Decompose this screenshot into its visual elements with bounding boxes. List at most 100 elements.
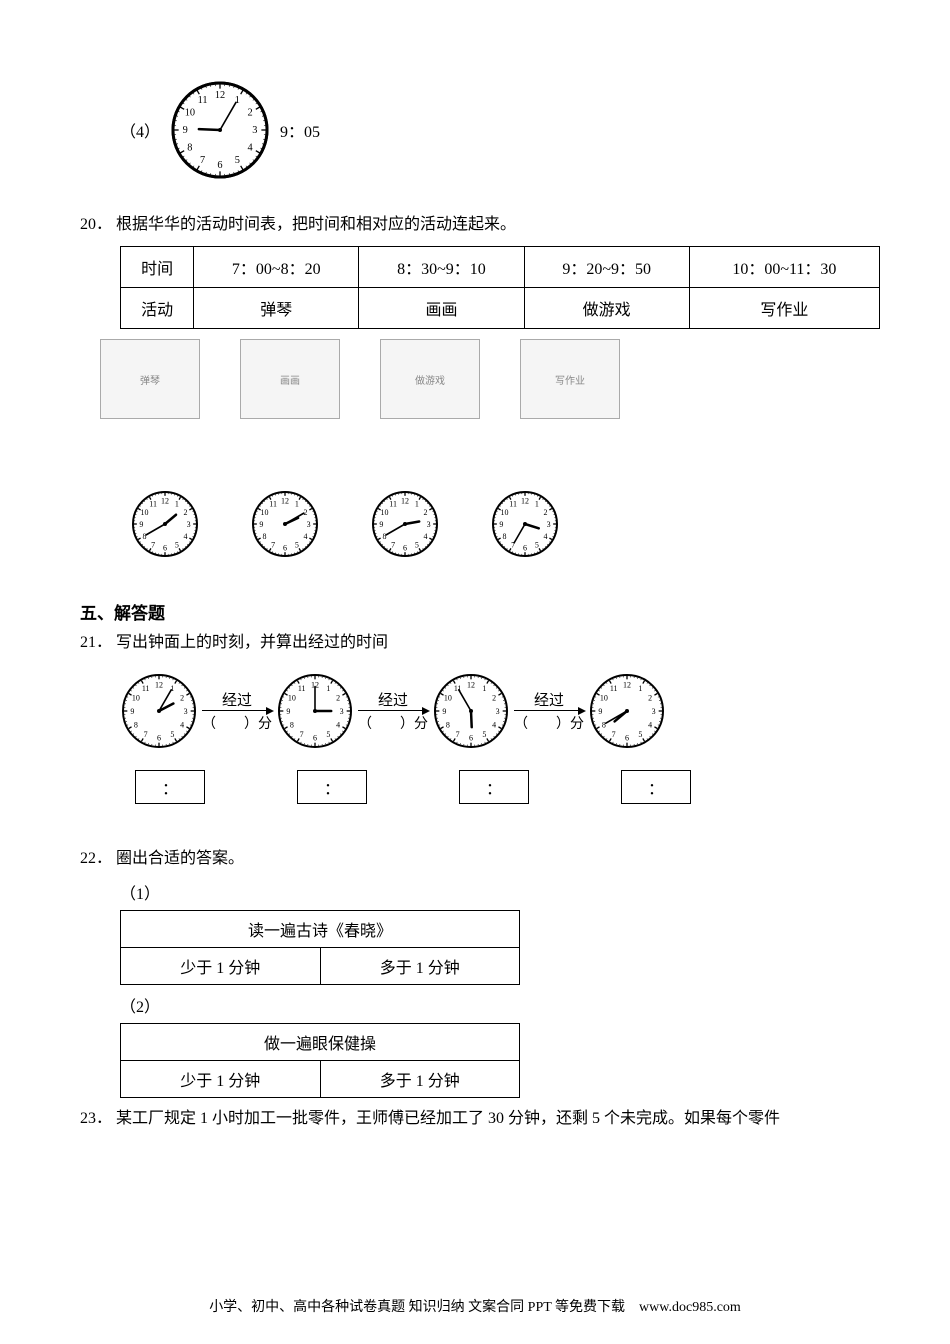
- arrow-unit: （ ）分: [358, 713, 428, 733]
- svg-text:9: 9: [499, 520, 503, 529]
- clock: 123456789101112: [276, 672, 354, 750]
- svg-text:8: 8: [290, 720, 294, 729]
- q23-line: 23． 某工厂规定 1 小时加工一批零件，王师傅已经加工了 30 分钟，还剩 5…: [80, 1104, 870, 1128]
- q22-opt-b: 多于 1 分钟: [320, 948, 520, 985]
- svg-text:4: 4: [492, 720, 496, 729]
- svg-text:1: 1: [482, 684, 486, 693]
- svg-text:3: 3: [427, 520, 431, 529]
- svg-text:4: 4: [304, 532, 308, 541]
- svg-text:9: 9: [598, 707, 602, 716]
- q20-text: 根据华华的活动时间表，把时间和相对应的活动连起来。: [116, 216, 516, 233]
- clock: 123456789101112: [490, 489, 560, 559]
- q20-num: 20．: [80, 216, 112, 233]
- svg-text:3: 3: [547, 520, 551, 529]
- svg-text:3: 3: [496, 707, 500, 716]
- svg-text:1: 1: [326, 684, 330, 693]
- svg-text:10: 10: [444, 694, 452, 703]
- activity-image: 做游戏: [380, 339, 480, 419]
- svg-text:12: 12: [401, 496, 409, 505]
- svg-text:6: 6: [523, 544, 527, 553]
- time-box: ：: [135, 770, 205, 804]
- svg-text:12: 12: [161, 496, 169, 505]
- svg-text:4: 4: [336, 720, 340, 729]
- svg-text:4: 4: [648, 720, 652, 729]
- svg-text:11: 11: [509, 499, 517, 508]
- svg-text:2: 2: [492, 694, 496, 703]
- svg-text:8: 8: [602, 720, 606, 729]
- svg-text:8: 8: [142, 532, 146, 541]
- clock: 123456789101112: [432, 672, 510, 750]
- svg-text:10: 10: [380, 508, 388, 517]
- svg-text:8: 8: [502, 532, 506, 541]
- q22-opt-a: 少于 1 分钟: [121, 1061, 321, 1098]
- svg-text:3: 3: [252, 125, 257, 136]
- arrow-label: 经过: [534, 689, 564, 710]
- svg-text:11: 11: [298, 684, 306, 693]
- svg-text:10: 10: [260, 508, 268, 517]
- svg-text:5: 5: [175, 541, 179, 550]
- svg-text:1: 1: [415, 499, 419, 508]
- svg-text:11: 11: [142, 684, 150, 693]
- cell: 做游戏: [524, 288, 689, 329]
- svg-text:11: 11: [198, 95, 208, 106]
- q22-line: 22． 圈出合适的答案。: [80, 844, 870, 868]
- svg-text:7: 7: [612, 730, 616, 739]
- arrow: 经过 （ ）分: [514, 689, 584, 733]
- q21-text: 写出钟面上的时刻，并算出经过的时间: [116, 634, 388, 651]
- svg-text:7: 7: [200, 155, 205, 166]
- cell: 写作业: [689, 288, 879, 329]
- svg-text:10: 10: [140, 508, 148, 517]
- q23-text: 某工厂规定 1 小时加工一批零件，王师傅已经加工了 30 分钟，还剩 5 个未完…: [116, 1110, 780, 1127]
- svg-text:5: 5: [170, 730, 174, 739]
- q21-clocks: 123456789101112 经过 （ ）分 123456789101112 …: [120, 672, 870, 750]
- activity-image: 画画: [240, 339, 340, 419]
- arrow-line: [202, 710, 272, 711]
- svg-text:5: 5: [295, 541, 299, 550]
- svg-text:12: 12: [281, 496, 289, 505]
- svg-text:1: 1: [175, 499, 179, 508]
- q20-table: 时间 7：00~8：20 8：30~9：10 9：20~9：50 10：00~1…: [120, 246, 880, 329]
- time-box: ：: [297, 770, 367, 804]
- svg-text:7: 7: [151, 541, 155, 550]
- clock: 123456789101112: [130, 489, 200, 559]
- cell: 画画: [359, 288, 524, 329]
- cell: 7：00~8：20: [194, 247, 359, 288]
- activity-images: 弹琴 画画 做游戏 写作业: [100, 339, 870, 419]
- cell: 弹琴: [194, 288, 359, 329]
- svg-text:8: 8: [262, 532, 266, 541]
- svg-text:12: 12: [467, 680, 475, 689]
- svg-text:7: 7: [456, 730, 460, 739]
- q20-clock-row: 123456789101112 123456789101112 12345678…: [130, 489, 870, 559]
- svg-text:2: 2: [180, 694, 184, 703]
- svg-text:11: 11: [149, 499, 157, 508]
- svg-text:6: 6: [217, 160, 222, 171]
- time-box: ：: [621, 770, 691, 804]
- arrow: 经过 （ ）分: [358, 689, 428, 733]
- svg-text:10: 10: [500, 508, 508, 517]
- arrow-line: [514, 710, 584, 711]
- svg-text:7: 7: [391, 541, 395, 550]
- clock: 123456789101112: [370, 489, 440, 559]
- svg-text:10: 10: [288, 694, 296, 703]
- q22-opt-a: 少于 1 分钟: [121, 948, 321, 985]
- svg-text:1: 1: [638, 684, 642, 693]
- svg-text:2: 2: [424, 508, 428, 517]
- svg-text:3: 3: [340, 707, 344, 716]
- cell: 9：20~9：50: [524, 247, 689, 288]
- arrow: 经过 （ ）分: [202, 689, 272, 733]
- q22-table-2: 做一遍眼保健操 少于 1 分钟 多于 1 分钟: [120, 1023, 520, 1098]
- activity-image: 写作业: [520, 339, 620, 419]
- cell: 10：00~11：30: [689, 247, 879, 288]
- q21: 21． 写出钟面上的时刻，并算出经过的时间 123456789101112 经过…: [80, 628, 870, 804]
- svg-text:5: 5: [415, 541, 419, 550]
- q21-boxes: ： ： ： ：: [135, 770, 870, 804]
- svg-text:9: 9: [286, 707, 290, 716]
- svg-text:5: 5: [638, 730, 642, 739]
- q22-t2-title: 做一遍眼保健操: [121, 1024, 520, 1061]
- arrow-line: [358, 710, 428, 711]
- svg-text:7: 7: [144, 730, 148, 739]
- svg-text:2: 2: [648, 694, 652, 703]
- svg-text:4: 4: [184, 532, 188, 541]
- svg-text:3: 3: [652, 707, 656, 716]
- q20-line: 20． 根据华华的活动时间表，把时间和相对应的活动连起来。: [80, 210, 870, 234]
